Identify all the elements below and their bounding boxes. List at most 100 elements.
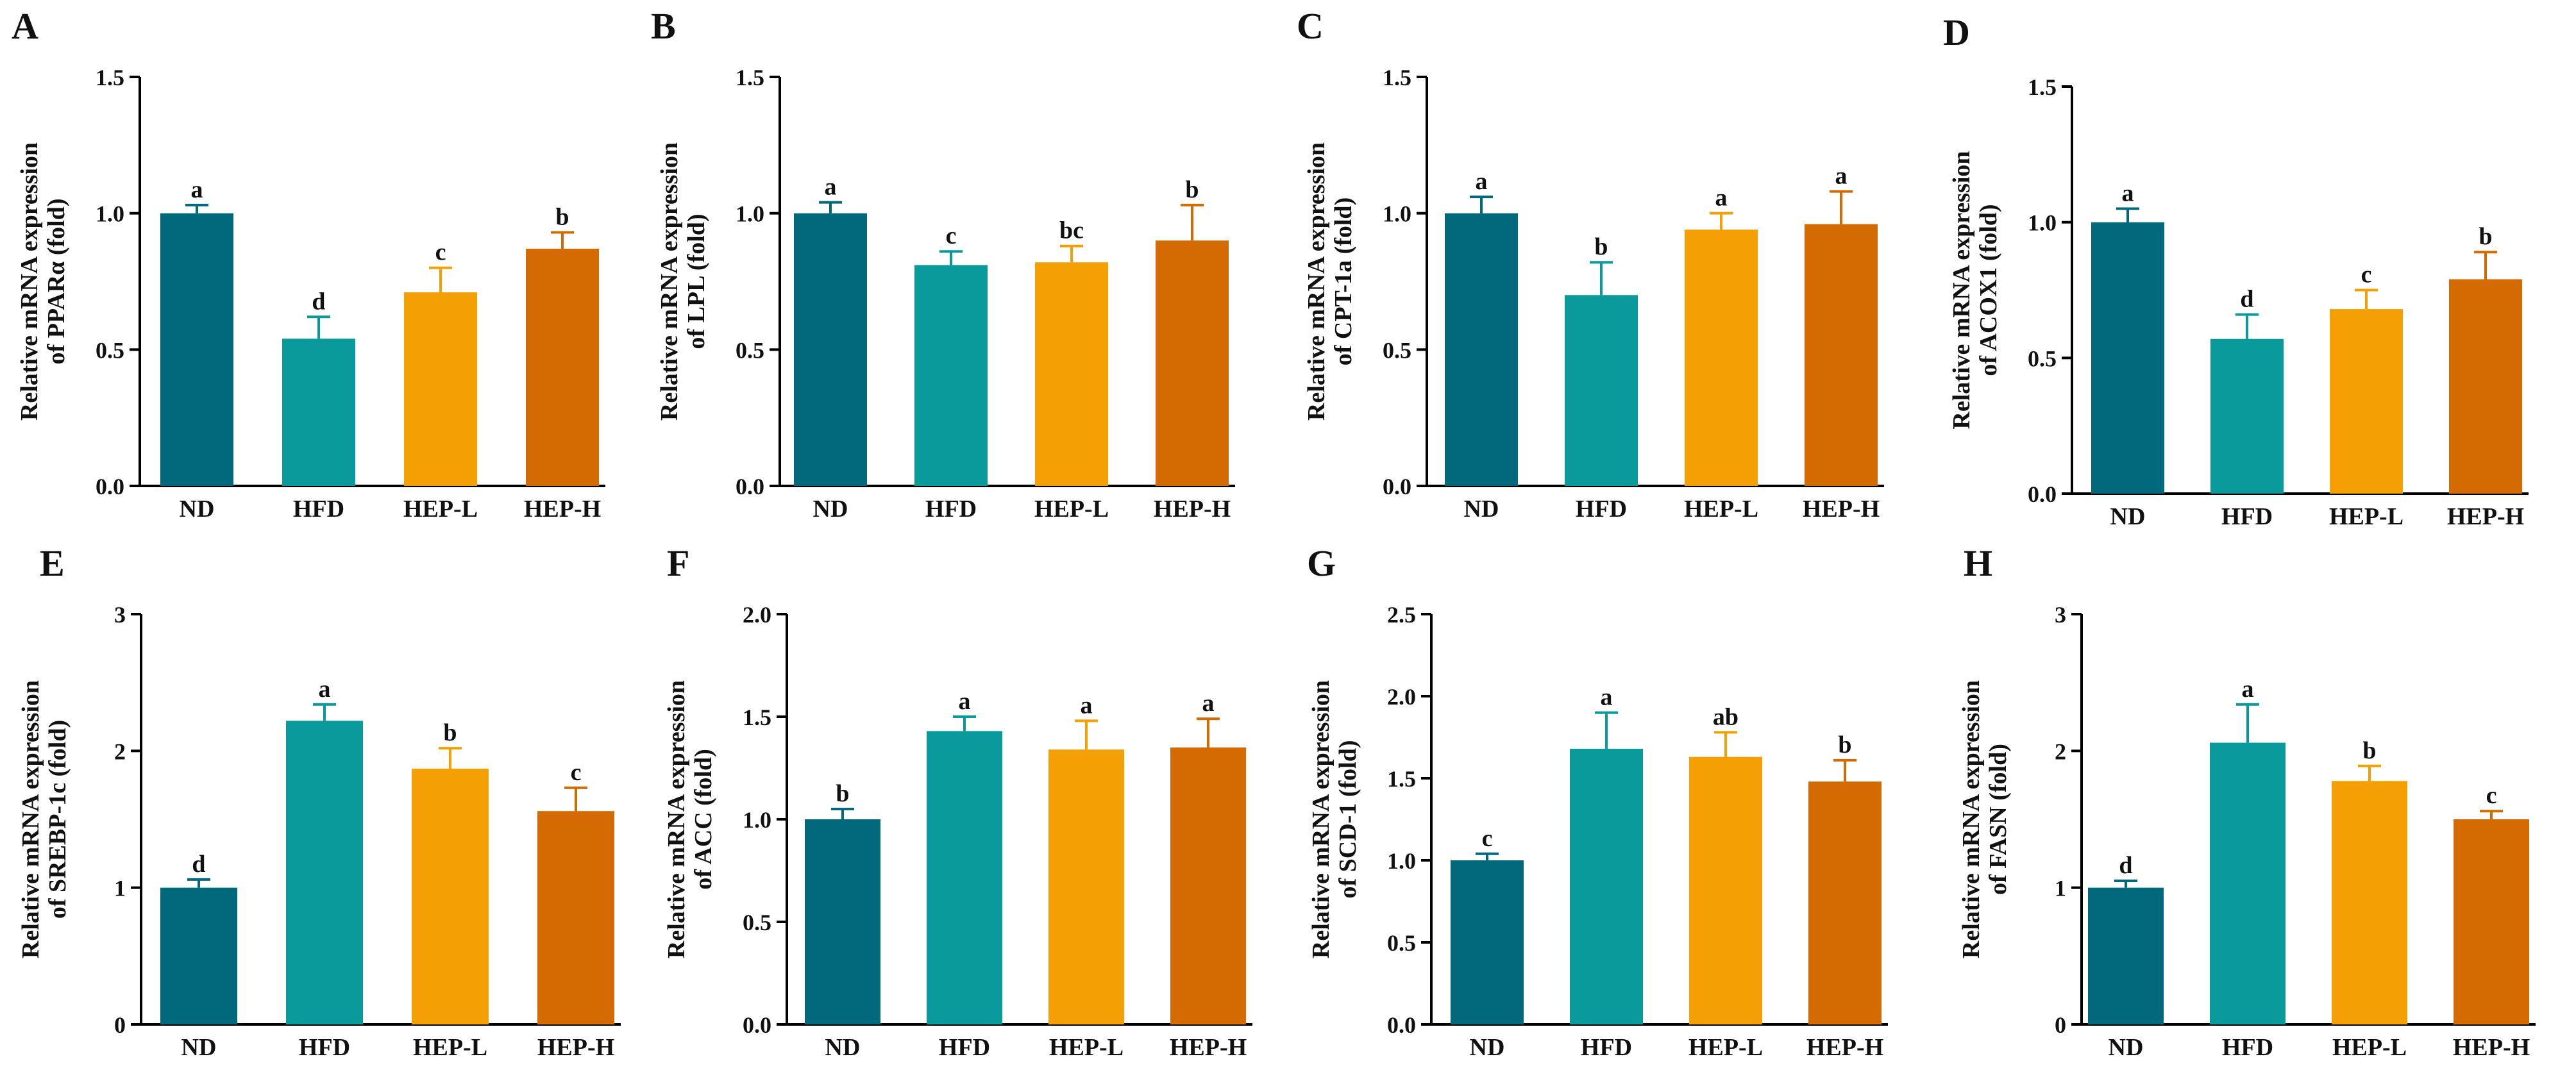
bar-f-hep-l <box>1048 749 1124 1024</box>
y-tick-label-b: 0.0 <box>736 474 764 499</box>
panel-label-h: H <box>1964 542 1992 584</box>
x-tick-label-d: HEP-L <box>2329 503 2403 530</box>
y-tick-label-c: 1.5 <box>1383 65 1411 90</box>
significance-letter-f: a <box>1202 690 1215 717</box>
y-tick-label-g: 2.0 <box>1387 684 1416 710</box>
x-tick-label-f: ND <box>825 1034 861 1061</box>
significance-letter-e: c <box>571 759 582 786</box>
y-tick-label-d: 1.5 <box>2028 74 2057 100</box>
x-tick-label-h: HEP-L <box>2332 1034 2407 1061</box>
significance-letter-f: a <box>959 688 971 715</box>
x-tick-label-g: ND <box>1470 1034 1505 1061</box>
ylabel-line1-d: Relative mRNA expression <box>1948 151 1975 429</box>
bar-e-hep-l <box>412 769 489 1024</box>
bar-d-hep-l <box>2330 309 2403 494</box>
x-tick-label-a: HFD <box>293 496 344 522</box>
significance-letter-d: a <box>2122 180 2134 207</box>
bar-h-nd <box>2088 887 2164 1024</box>
bar-b-hep-l <box>1035 262 1108 486</box>
panel-label-e: E <box>40 542 65 584</box>
bar-d-hfd <box>2210 338 2284 494</box>
y-tick-label-g: 0.0 <box>1387 1012 1416 1038</box>
panel-label-c: C <box>1297 5 1324 47</box>
ylabel-line2-h: of FASN (fold) <box>1985 744 2012 895</box>
x-tick-label-e: HEP-H <box>537 1034 614 1061</box>
significance-letter-c: a <box>1715 185 1728 212</box>
bar-g-hep-h <box>1808 781 1881 1024</box>
x-tick-label-h: ND <box>2109 1034 2144 1061</box>
y-tick-label-a: 1.0 <box>96 201 124 227</box>
x-tick-label-g: HEP-L <box>1688 1034 1763 1061</box>
y-tick-label-f: 1.0 <box>743 807 771 833</box>
bar-a-hep-h <box>526 248 599 486</box>
panel-label-a: A <box>12 5 38 47</box>
ylabel-line1-b: Relative mRNA expression <box>656 142 683 421</box>
ylabel-line2-a: of PPARα (fold) <box>43 198 70 364</box>
bar-c-hep-h <box>1805 224 1878 486</box>
x-tick-label-d: HEP-H <box>2447 503 2524 530</box>
y-tick-label-c: 0.5 <box>1383 337 1411 363</box>
significance-letter-a: a <box>191 176 203 203</box>
bar-a-hep-l <box>404 292 477 486</box>
bar-b-nd <box>794 213 867 486</box>
ylabel-line1-g: Relative mRNA expression <box>1308 680 1334 958</box>
y-tick-label-h: 3 <box>2055 602 2066 628</box>
significance-letter-e: d <box>192 851 205 878</box>
panel-label-b: B <box>651 5 676 47</box>
bar-c-nd <box>1445 213 1518 486</box>
x-tick-label-c: ND <box>1464 496 1499 522</box>
x-tick-label-a: HEP-H <box>524 496 601 522</box>
bar-e-hfd <box>286 721 363 1024</box>
y-tick-label-c: 0.0 <box>1383 474 1411 499</box>
x-tick-label-h: HFD <box>2222 1034 2273 1061</box>
bar-g-hep-l <box>1689 756 1762 1024</box>
significance-letter-b: bc <box>1059 217 1084 244</box>
y-tick-label-b: 1.0 <box>736 201 764 227</box>
significance-letter-f: b <box>836 780 849 807</box>
y-tick-label-d: 0.5 <box>2028 346 2057 371</box>
significance-letter-g: b <box>1838 731 1851 758</box>
significance-letter-a: b <box>555 203 569 230</box>
significance-letter-f: a <box>1081 692 1093 719</box>
bar-g-nd <box>1451 860 1524 1024</box>
significance-letter-g: a <box>1601 684 1613 711</box>
x-tick-label-e: ND <box>181 1034 217 1061</box>
bar-f-nd <box>805 819 880 1024</box>
bar-b-hep-h <box>1156 240 1229 486</box>
y-tick-label-b: 1.5 <box>736 65 764 90</box>
bar-g-hfd <box>1570 748 1643 1024</box>
y-tick-label-g: 1.0 <box>1387 848 1416 874</box>
x-tick-label-g: HFD <box>1581 1034 1632 1061</box>
ylabel-line2-b: of LPL (fold) <box>683 213 710 349</box>
significance-letter-c: a <box>1476 168 1488 195</box>
bar-c-hep-l <box>1685 230 1758 486</box>
x-tick-label-b: HEP-L <box>1034 496 1109 522</box>
x-tick-label-c: HEP-H <box>1803 496 1880 522</box>
x-tick-label-a: ND <box>180 496 215 522</box>
significance-letter-b: b <box>1185 176 1199 203</box>
ylabel-line2-g: of SCD-1 (fold) <box>1334 740 1361 899</box>
bar-h-hfd <box>2210 742 2286 1024</box>
bar-f-hfd <box>927 731 1002 1024</box>
x-tick-label-b: ND <box>813 496 848 522</box>
significance-letter-h: b <box>2362 737 2376 764</box>
significance-letter-e: a <box>319 676 331 703</box>
y-tick-label-g: 1.5 <box>1387 766 1416 792</box>
ylabel-line1-a: Relative mRNA expression <box>16 142 43 421</box>
significance-letter-h: c <box>2486 782 2497 809</box>
bar-a-nd <box>160 213 233 486</box>
bar-a-hfd <box>282 338 355 486</box>
significance-letter-h: a <box>2242 676 2254 703</box>
x-tick-label-c: HEP-L <box>1684 496 1758 522</box>
y-tick-label-h: 1 <box>2055 876 2066 901</box>
significance-letter-d: c <box>2361 262 2372 288</box>
panel-label-d: D <box>1943 12 1970 53</box>
bar-f-hep-h <box>1170 747 1246 1024</box>
significance-letter-a: c <box>435 239 446 266</box>
y-tick-label-f: 0.5 <box>743 910 771 935</box>
significance-letter-e: b <box>443 719 457 746</box>
significance-letter-b: c <box>946 222 957 249</box>
ylabel-line2-c: of CPT-1a (fold) <box>1330 197 1357 365</box>
significance-letter-d: d <box>2240 286 2253 313</box>
